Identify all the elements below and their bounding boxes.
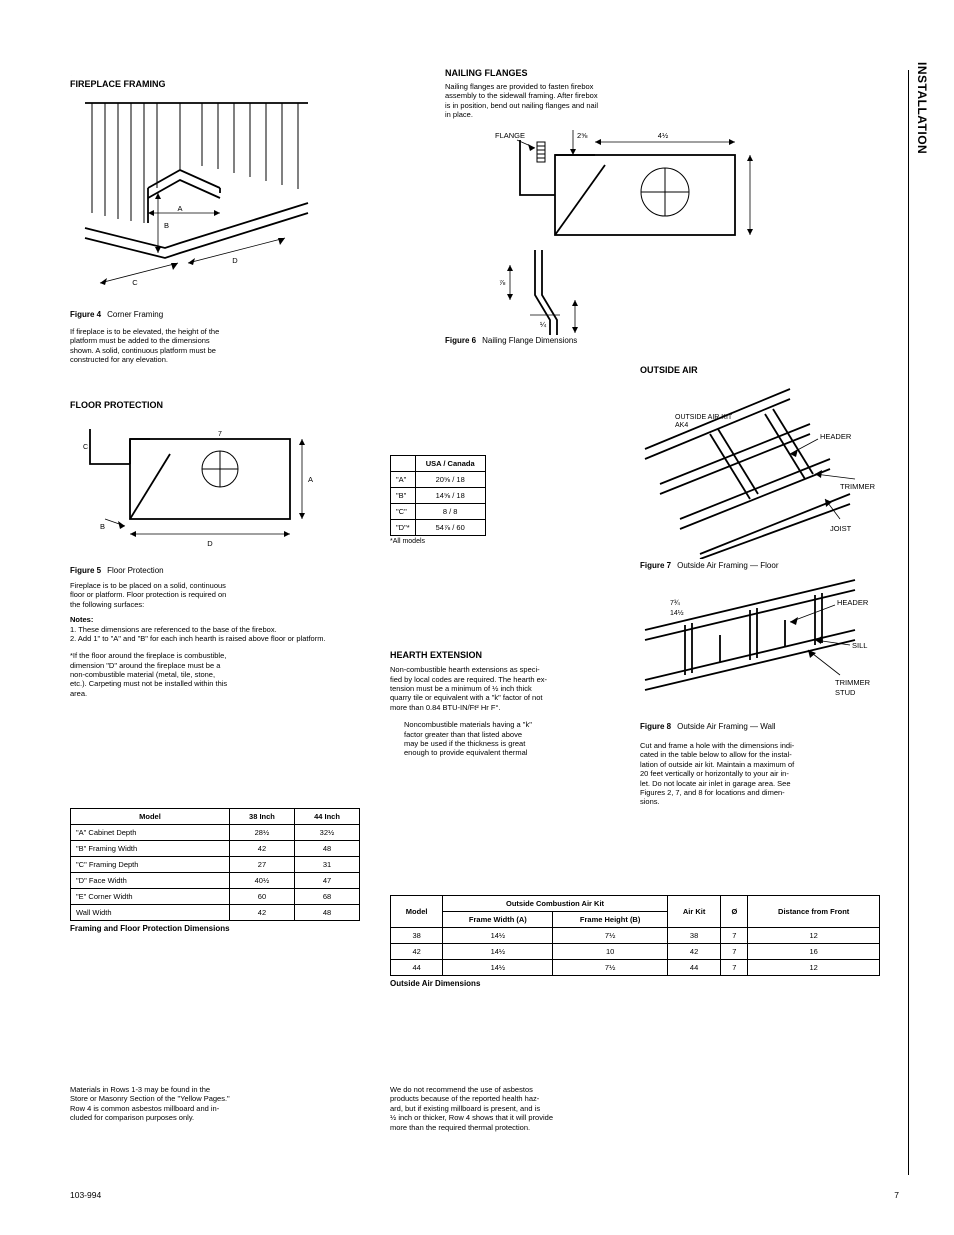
sec1-title: FIREPLACE FRAMING — [70, 79, 380, 89]
sec2-body: Fireplace is to be placed on a solid, co… — [70, 581, 380, 609]
sec2-title: FLOOR PROTECTION — [70, 400, 380, 410]
fig8-cap: Outside Air Framing — Wall — [677, 722, 775, 731]
fig4-cap: Corner Framing — [107, 310, 163, 319]
dim-D: D — [232, 256, 238, 265]
fig5-num: Figure 5 — [70, 566, 101, 575]
footer-page: 7 — [894, 1190, 899, 1200]
outside-title: OUTSIDE AIR — [640, 365, 890, 375]
fig6-cap: Nailing Flange Dimensions — [482, 336, 577, 345]
footer-code: 103-994 — [70, 1190, 101, 1200]
table4-title: Outside Air Dimensions — [390, 979, 880, 988]
dim-C: C — [132, 278, 138, 287]
outside-body: Cut and frame a hole with the dimensions… — [640, 741, 890, 807]
table2-foot: *All models — [390, 538, 486, 545]
fig6-num: Figure 6 — [445, 336, 476, 345]
svg-text:HEADER: HEADER — [837, 598, 869, 607]
hearth-block: HEARTH EXTENSION Non-combustible hearth … — [390, 650, 600, 758]
fig7-l1: HEADER — [820, 432, 852, 441]
arch-heading: . — [70, 68, 380, 79]
svg-text:14½: 14½ — [670, 609, 684, 617]
table3: Model 38 Inch 44 Inch "A" Cabinet Depth2… — [70, 808, 360, 921]
fig7-cap: Outside Air Framing — Floor — [677, 561, 778, 570]
hearth-p4: We do not recommend the use of asbestos … — [390, 1085, 610, 1132]
table2: USA / Canada "A"20⅝ / 18 "B"14⅝ / 18 "C"… — [390, 455, 486, 536]
fig7-svg: HEADER TRIMMER JOIST OUTSIDE AIR KIT AK4 — [640, 379, 885, 559]
svg-text:C: C — [83, 444, 88, 451]
dim-A: A — [177, 204, 182, 213]
page-footer: 103-994 7 — [70, 1190, 899, 1200]
table3-title: Framing and Floor Protection Dimensions — [70, 924, 360, 933]
svg-text:FLANGE: FLANGE — [495, 131, 525, 140]
svg-text:4½: 4½ — [658, 131, 669, 140]
fig7-num: Figure 7 — [640, 561, 671, 570]
sec2-notes: Notes: 1. These dimensions are reference… — [70, 615, 380, 643]
dim-B: B — [164, 221, 169, 230]
fig8-svg: HEADER SILL TRIMMER STUD 7¾ 14½ — [640, 570, 885, 720]
svg-text:D: D — [207, 539, 213, 548]
fig5-svg: A D B 7 C — [70, 414, 320, 564]
right-margin-rule — [908, 70, 909, 1175]
fig7-l2: TRIMMER — [840, 482, 876, 491]
fig5-cap: Floor Protection — [107, 566, 163, 575]
svg-text:¼: ¼ — [540, 320, 547, 329]
fig4-num: Figure 4 — [70, 310, 101, 319]
svg-text:TRIMMER: TRIMMER — [835, 678, 871, 687]
fig5-h: A — [308, 475, 313, 484]
svg-text:AK4: AK4 — [675, 422, 688, 429]
sec2-dnote: *If the floor around the fireplace is co… — [70, 651, 380, 698]
nailing-title: NAILING FLANGES — [445, 68, 845, 78]
fig7-l3: JOIST — [830, 524, 852, 533]
svg-text:SILL: SILL — [852, 641, 867, 650]
svg-text:OUTSIDE AIR KIT: OUTSIDE AIR KIT — [675, 414, 733, 421]
table4: Model Outside Combustion Air Kit Air Kit… — [390, 895, 880, 976]
side-tab-label: INSTALLATION — [915, 62, 929, 154]
svg-text:B: B — [100, 522, 105, 531]
svg-text:2⅝: 2⅝ — [577, 131, 588, 140]
svg-text:7: 7 — [218, 431, 222, 438]
svg-text:⅞: ⅞ — [499, 278, 506, 287]
fig8-num: Figure 8 — [640, 722, 671, 731]
fig4-svg: A B C D — [70, 93, 330, 308]
hearth-p3: Materials in Rows 1-3 may be found in th… — [70, 1085, 360, 1123]
sec1-body: If fireplace is to be elevated, the heig… — [70, 327, 380, 365]
svg-text:STUD: STUD — [835, 688, 856, 697]
nailing-body: Nailing flanges are provided to fasten f… — [445, 82, 845, 120]
fig6-svg: FLANGE 2⅝ 4½ ⅞ — [445, 120, 775, 340]
svg-text:7¾: 7¾ — [670, 600, 680, 607]
